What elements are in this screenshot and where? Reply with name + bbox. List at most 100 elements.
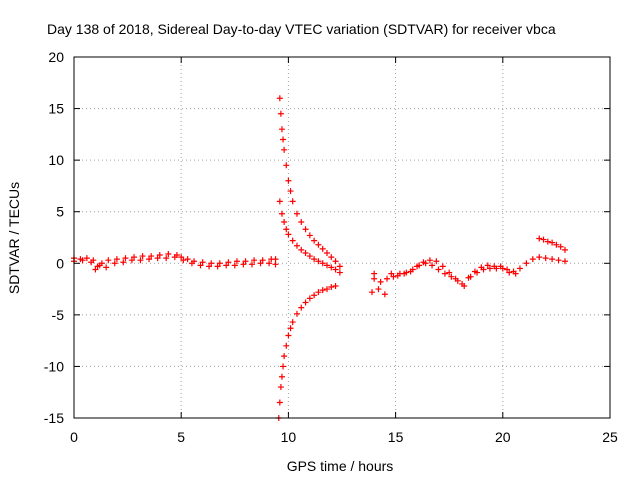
x-tick-label: 10 xyxy=(281,429,297,445)
y-tick-label: 10 xyxy=(48,152,64,168)
data-point xyxy=(369,289,376,296)
data-point xyxy=(298,246,305,253)
data-point xyxy=(120,259,127,266)
data-point xyxy=(272,261,279,268)
data-point xyxy=(332,266,339,273)
data-point xyxy=(446,269,453,276)
data-point xyxy=(113,256,120,263)
data-point xyxy=(165,251,172,258)
series-afternoon-band xyxy=(369,254,568,298)
data-point xyxy=(439,263,446,270)
data-point xyxy=(561,258,568,265)
data-point xyxy=(289,319,296,326)
data-point xyxy=(540,236,547,243)
data-point xyxy=(384,275,391,282)
data-point xyxy=(433,258,440,265)
data-point xyxy=(435,266,442,273)
data-point xyxy=(555,257,562,264)
data-point xyxy=(302,299,309,306)
data-point xyxy=(544,238,551,245)
data-point xyxy=(315,289,322,296)
data-point xyxy=(328,264,335,271)
data-point xyxy=(122,255,129,262)
data-point xyxy=(426,257,433,264)
data-point xyxy=(199,259,206,266)
data-point xyxy=(315,241,322,248)
data-point xyxy=(536,235,543,242)
data-point xyxy=(332,258,339,265)
x-tick-label: 15 xyxy=(388,429,404,445)
data-point xyxy=(422,260,429,267)
data-point xyxy=(523,260,530,267)
data-point xyxy=(285,177,292,184)
data-point xyxy=(283,226,290,233)
data-point xyxy=(278,210,285,217)
data-point xyxy=(103,264,110,271)
data-point xyxy=(409,266,416,273)
data-point xyxy=(336,263,343,270)
data-point xyxy=(88,259,95,266)
data-point xyxy=(277,110,284,117)
data-point xyxy=(311,237,318,244)
data-point xyxy=(429,262,436,269)
series-late-segment xyxy=(536,235,568,253)
data-point xyxy=(278,126,285,133)
data-point xyxy=(233,258,240,265)
data-point xyxy=(381,291,388,298)
data-point xyxy=(231,262,238,269)
data-point xyxy=(248,261,255,268)
data-point xyxy=(323,249,330,256)
data-point xyxy=(403,269,410,276)
data-point xyxy=(178,254,185,261)
data-point xyxy=(281,146,288,153)
y-tick-label: -5 xyxy=(52,307,65,323)
data-point xyxy=(396,270,403,277)
data-point xyxy=(131,254,138,261)
data-point xyxy=(493,265,500,272)
data-point xyxy=(553,241,560,248)
data-point xyxy=(323,286,330,293)
data-point xyxy=(319,287,326,294)
series-upper-branch-2 xyxy=(276,198,343,276)
y-axis-label: SDTVAR / TECUs xyxy=(6,182,22,294)
plot-frame xyxy=(73,56,611,419)
data-point xyxy=(306,295,313,302)
data-point xyxy=(289,237,296,244)
data-point xyxy=(416,262,423,269)
chart-title: Day 138 of 2018, Sidereal Day-to-day VTE… xyxy=(47,21,556,37)
data-point xyxy=(448,273,455,280)
y-tick-label: 0 xyxy=(56,255,64,271)
x-tick-label: 25 xyxy=(602,429,618,445)
data-point xyxy=(259,257,266,264)
data-point xyxy=(293,310,300,317)
data-point xyxy=(319,245,326,252)
data-point xyxy=(332,282,339,289)
data-point xyxy=(486,265,493,272)
x-tick-label: 5 xyxy=(177,429,185,445)
x-axis-label: GPS time / hours xyxy=(287,458,394,474)
data-point xyxy=(278,373,285,380)
data-point xyxy=(240,261,247,268)
data-point xyxy=(216,260,223,267)
data-point xyxy=(206,263,213,270)
data-point xyxy=(293,210,300,217)
data-point xyxy=(79,257,86,264)
data-point xyxy=(557,243,564,250)
data-point xyxy=(163,255,170,262)
y-tick-label: 15 xyxy=(48,101,64,117)
data-point xyxy=(156,252,163,259)
data-point xyxy=(536,254,543,261)
data-point xyxy=(154,255,161,262)
data-point xyxy=(111,260,118,267)
axis-tick-labels: 0 5 10 15 20 25 -15 -10 -5 0 5 10 15 20 xyxy=(44,49,618,445)
data-point xyxy=(311,256,318,263)
data-point xyxy=(146,256,153,263)
data-point xyxy=(96,262,103,269)
data-point xyxy=(561,246,568,253)
data-point xyxy=(549,239,556,246)
data-point xyxy=(293,242,300,249)
axis-ticks xyxy=(73,56,611,419)
data-point xyxy=(208,260,215,267)
series-main-band-2 xyxy=(71,254,279,273)
data-point xyxy=(225,259,232,266)
